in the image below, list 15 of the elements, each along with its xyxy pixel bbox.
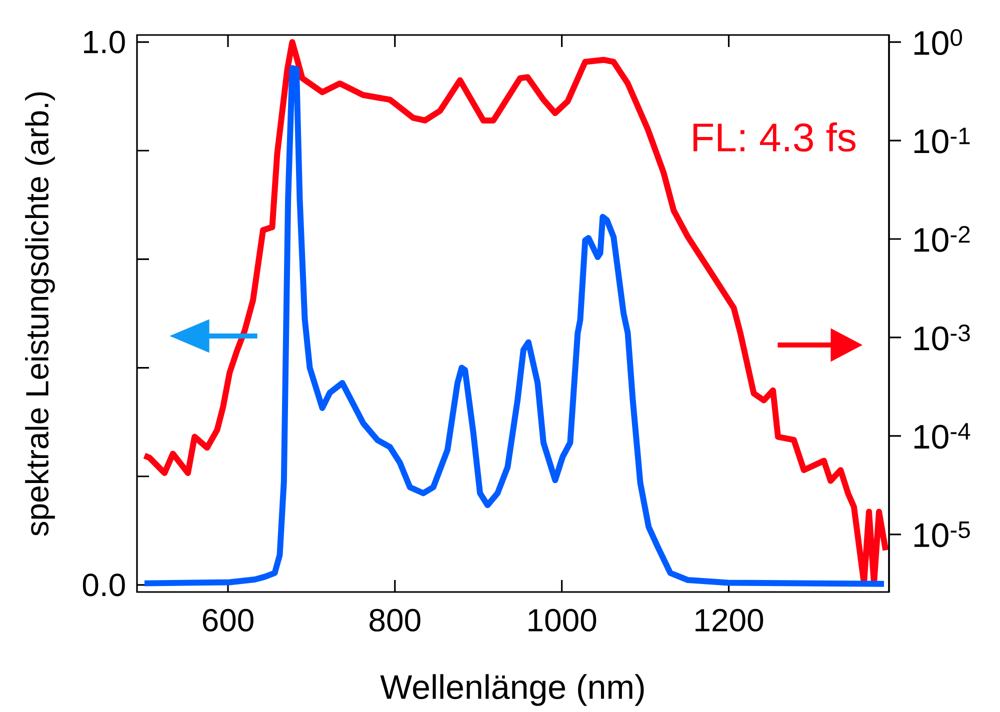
y2-tick-label: 10$^{-3}$	[914, 324, 970, 350]
y2-tick-label: 10$^{-4}$	[914, 423, 970, 449]
annotation: FL: 4.3 fs	[693, 122, 856, 152]
y-axis-title: spektrale Leistungsdichte (arb.)	[25, 92, 55, 536]
y2-tick-label: 10$^{-2}$	[914, 226, 970, 252]
y2-tick-label: 10$^{-5}$	[914, 522, 970, 548]
y2-tick-label: 10$^{0}$	[914, 29, 962, 56]
y-tick-label: 1.0	[84, 30, 125, 54]
y2-tick-label: 10$^{-1}$	[914, 128, 970, 154]
x-tick-label: 600	[202, 608, 254, 632]
y-tick-label: 0.0	[82, 574, 125, 596]
x-axis-title: Wellenlänge (nm)	[380, 674, 644, 706]
x-tick-label: 800	[370, 608, 420, 632]
x-tick-label: 1200	[696, 608, 764, 632]
x-tick-label: 1000	[528, 608, 596, 632]
